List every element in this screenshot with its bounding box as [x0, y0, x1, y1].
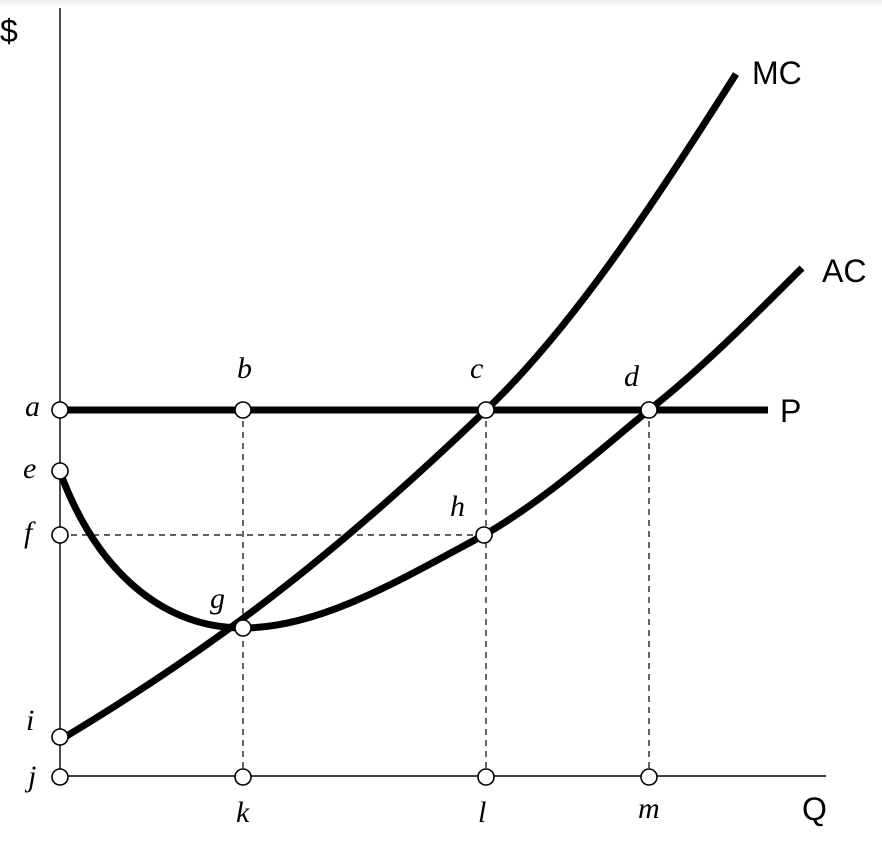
point-i-marker — [51, 728, 69, 746]
point-e-marker — [51, 462, 69, 480]
y-axis-label: $ — [0, 13, 18, 49]
point-b-marker — [234, 401, 252, 419]
mc-curve — [58, 72, 739, 744]
point-f-label: f — [24, 516, 36, 549]
point-c-marker — [477, 401, 495, 419]
point-h-label: h — [450, 490, 465, 523]
point-a-marker — [51, 401, 69, 419]
point-f-marker — [51, 526, 69, 544]
point-j-label: j — [24, 760, 36, 793]
top-edge-shadow — [0, 0, 882, 8]
point-e-label: e — [23, 452, 36, 485]
point-m-label: m — [638, 792, 660, 825]
mc-label: MC — [752, 55, 802, 91]
x-axis-label: Q — [802, 791, 827, 827]
point-h-marker — [475, 526, 493, 544]
point-a-label: a — [25, 390, 40, 423]
point-c-label: c — [470, 352, 483, 385]
point-k-marker — [234, 768, 252, 786]
point-i-label: i — [26, 704, 34, 737]
p-label: P — [780, 393, 801, 429]
point-d-marker — [640, 401, 658, 419]
point-d-label: d — [624, 360, 640, 393]
ac-curve — [56, 265, 805, 632]
point-j-marker — [51, 768, 69, 786]
point-m-marker — [640, 768, 658, 786]
point-g-label: g — [210, 582, 225, 615]
point-l-marker — [477, 768, 495, 786]
point-g-marker — [234, 619, 252, 637]
point-k-label: k — [236, 796, 250, 829]
ac-label: AC — [822, 253, 866, 289]
point-l-label: l — [478, 796, 486, 829]
point-b-label: b — [237, 352, 252, 385]
